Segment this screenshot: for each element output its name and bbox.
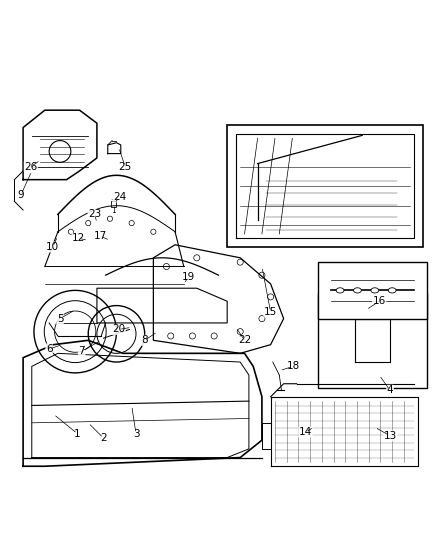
Text: 4: 4 (387, 385, 393, 395)
Ellipse shape (336, 288, 344, 293)
Ellipse shape (354, 288, 361, 293)
Text: 5: 5 (57, 313, 63, 324)
Text: 15: 15 (264, 307, 277, 317)
Text: 9: 9 (17, 190, 24, 200)
Text: 2: 2 (100, 433, 107, 443)
Ellipse shape (371, 288, 379, 293)
Bar (227, 125, 423, 247)
Text: 20: 20 (112, 325, 125, 335)
Text: 18: 18 (287, 361, 300, 372)
Text: 16: 16 (372, 296, 386, 306)
Text: 1: 1 (74, 429, 81, 439)
Bar (111, 201, 116, 207)
Text: 3: 3 (133, 429, 139, 439)
Ellipse shape (388, 288, 396, 293)
Text: 22: 22 (238, 335, 251, 345)
Bar (319, 262, 427, 319)
Text: 24: 24 (113, 192, 126, 202)
Text: 19: 19 (181, 272, 195, 282)
Text: 7: 7 (78, 346, 85, 356)
Text: 13: 13 (383, 431, 397, 441)
Text: 26: 26 (24, 161, 38, 172)
Text: 6: 6 (46, 344, 52, 354)
Text: 17: 17 (94, 231, 107, 241)
Text: 10: 10 (46, 242, 59, 252)
Text: 23: 23 (88, 209, 101, 220)
Bar (319, 293, 427, 388)
Text: 8: 8 (142, 335, 148, 345)
Text: 12: 12 (72, 233, 85, 243)
Text: 25: 25 (118, 161, 132, 172)
Text: 14: 14 (299, 427, 312, 438)
